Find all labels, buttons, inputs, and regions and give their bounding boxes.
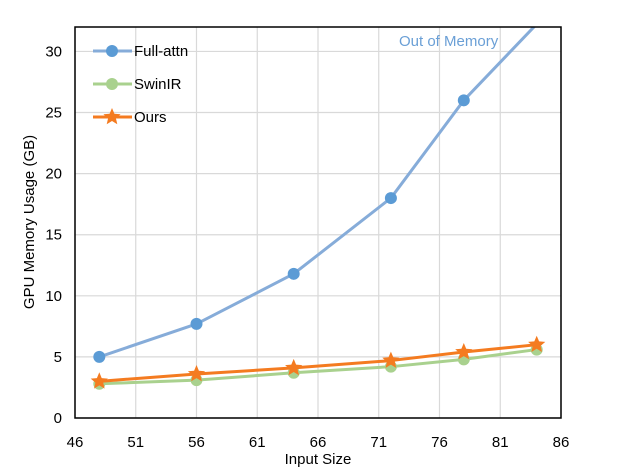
legend-marker <box>103 108 121 125</box>
y-tick-label: 0 <box>54 410 62 427</box>
data-point <box>287 267 300 280</box>
x-tick-label: 66 <box>310 434 327 451</box>
x-tick-label: 71 <box>370 434 387 451</box>
x-axis-label: Input Size <box>285 451 352 468</box>
legend-item: Ours <box>93 108 167 126</box>
data-point <box>528 335 546 352</box>
legend-label: Full-attn <box>134 43 188 60</box>
legend-item: Full-attn <box>93 43 188 60</box>
x-tick-label: 76 <box>431 434 448 451</box>
data-point <box>90 372 108 389</box>
series-line <box>99 348 537 386</box>
data-point <box>384 192 397 205</box>
y-tick-label: 20 <box>45 166 62 183</box>
legend-item: SwinIR <box>93 76 182 93</box>
x-axis-ticks: 46 51 56 61 66 71 76 81 86 <box>67 434 570 451</box>
series-ours <box>90 335 546 389</box>
y-axis-ticks: 0 5 10 15 20 25 30 <box>45 43 62 427</box>
series-full-attn <box>93 27 536 363</box>
x-tick-label: 46 <box>67 434 84 451</box>
series-line <box>99 343 537 383</box>
data-point <box>93 350 106 363</box>
legend-label: SwinIR <box>134 76 182 93</box>
series-line <box>98 27 536 359</box>
data-point <box>187 365 206 382</box>
data-point <box>382 351 400 368</box>
x-tick-label: 81 <box>492 434 509 451</box>
data-point <box>285 358 303 376</box>
x-tick-label: 56 <box>188 434 205 451</box>
x-tick-label: 61 <box>249 434 266 451</box>
y-tick-label: 10 <box>45 288 62 305</box>
y-tick-label: 15 <box>45 227 62 244</box>
y-tick-label: 5 <box>54 349 62 366</box>
data-point <box>190 317 203 330</box>
plot-frame <box>74 26 562 419</box>
legend-marker <box>106 78 118 90</box>
series-layer <box>90 27 546 390</box>
data-point <box>457 94 470 107</box>
x-tick-label: 51 <box>127 434 144 451</box>
y-tick-label: 25 <box>45 105 62 122</box>
y-axis-label: GPU Memory Usage (GB) <box>21 135 38 309</box>
grid <box>74 27 562 419</box>
y-tick-label: 30 <box>45 43 62 60</box>
data-point <box>455 343 473 360</box>
out-of-memory-annotation: Out of Memory <box>399 33 499 50</box>
legend: Full-attn SwinIR Ours <box>93 43 188 126</box>
legend-marker <box>106 45 118 57</box>
legend-label: Ours <box>134 109 167 126</box>
x-tick-label: 86 <box>553 434 570 451</box>
